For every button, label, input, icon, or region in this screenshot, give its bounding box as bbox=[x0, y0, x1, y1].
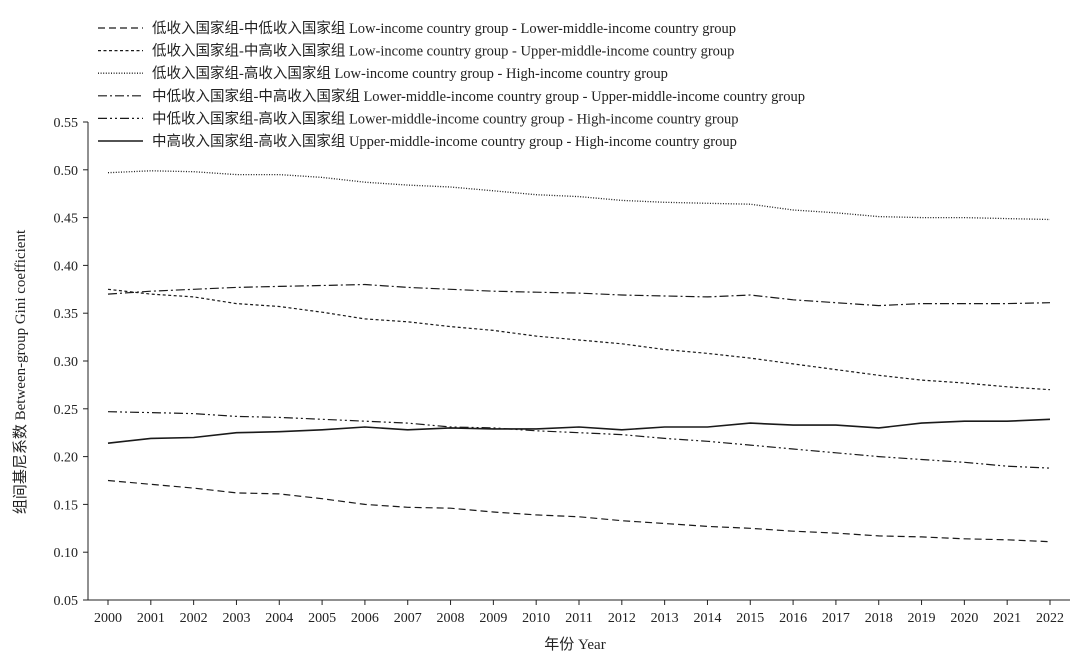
y-tick-label: 0.30 bbox=[54, 355, 79, 370]
x-tick-label: 2022 bbox=[1036, 611, 1064, 626]
series-line-6 bbox=[107, 418, 1051, 444]
x-axis-title: 年份 Year bbox=[544, 636, 605, 653]
x-tick-label: 2011 bbox=[565, 611, 592, 626]
y-tick-label: 0.05 bbox=[54, 594, 79, 609]
x-tick-label: 2005 bbox=[308, 611, 336, 626]
x-tick-label: 2006 bbox=[351, 611, 379, 626]
legend-label-1: 低收入国家组-中低收入国家组 Low-income country group … bbox=[152, 20, 736, 37]
x-ticks: 2000 2001 2002 2003 2004 2005 2006 2007 2008 2009… bbox=[94, 600, 1064, 626]
x-tick-label: 2016 bbox=[779, 611, 807, 626]
x-tick-label: 2000 bbox=[94, 611, 122, 626]
x-tick-label: 2008 bbox=[437, 611, 465, 626]
series-line-4 bbox=[107, 283, 1051, 307]
x-tick-label: 2009 bbox=[479, 611, 507, 626]
x-tick-label: 2019 bbox=[908, 611, 936, 626]
series-line-2 bbox=[107, 288, 1051, 391]
x-tick-label: 2001 bbox=[137, 611, 165, 626]
series-lines bbox=[107, 170, 1051, 543]
legend-label-6: 中高收入国家组-高收入国家组 Upper-middle-income count… bbox=[152, 133, 737, 150]
x-tick-label: 2017 bbox=[822, 611, 850, 626]
y-tick-label: 0.15 bbox=[54, 498, 79, 513]
legend-label-4: 中低收入国家组-中高收入国家组 Lower-middle-income coun… bbox=[152, 88, 805, 105]
x-tick-label: 2014 bbox=[693, 611, 721, 626]
legend-label-3: 低收入国家组-高收入国家组 Low-income country group -… bbox=[152, 65, 668, 82]
series-line-1 bbox=[107, 479, 1051, 543]
y-tick-label: 0.35 bbox=[54, 307, 79, 322]
y-tick-label: 0.50 bbox=[54, 164, 79, 179]
x-tick-label: 2003 bbox=[222, 611, 250, 626]
y-axis-title: 组间基尼系数 Between-group Gini coefficient bbox=[12, 229, 29, 514]
x-tick-label: 2020 bbox=[950, 611, 978, 626]
x-tick-label: 2021 bbox=[993, 611, 1021, 626]
y-tick-label: 0.20 bbox=[54, 451, 79, 466]
x-tick-label: 2013 bbox=[651, 611, 679, 626]
axes bbox=[87, 122, 1070, 601]
x-tick-label: 2004 bbox=[265, 611, 293, 626]
x-tick-label: 2007 bbox=[394, 611, 422, 626]
series-line-3 bbox=[107, 170, 1051, 221]
legend: 低收入国家组-中低收入国家组 Low-income country group … bbox=[98, 20, 805, 150]
y-tick-label: 0.45 bbox=[54, 212, 79, 227]
legend-label-2: 低收入国家组-中高收入国家组 Low-income country group … bbox=[152, 43, 734, 60]
y-tick-label: 0.40 bbox=[54, 259, 79, 274]
legend-label-5: 中低收入国家组-高收入国家组 Lower-middle-income count… bbox=[152, 110, 738, 127]
x-tick-label: 2012 bbox=[608, 611, 636, 626]
y-tick-label: 0.10 bbox=[54, 546, 79, 561]
x-tick-label: 2015 bbox=[736, 611, 764, 626]
x-tick-label: 2010 bbox=[522, 611, 550, 626]
y-tick-label: 0.25 bbox=[54, 403, 79, 418]
x-tick-label: 2018 bbox=[865, 611, 893, 626]
y-ticks: 0.05 0.10 0.15 0.20 0.25 0.30 0.35 0.40 0.45 0.50… bbox=[54, 116, 88, 609]
y-tick-label: 0.55 bbox=[54, 116, 79, 131]
series-line-5 bbox=[107, 411, 1051, 469]
x-tick-label: 2002 bbox=[180, 611, 208, 626]
